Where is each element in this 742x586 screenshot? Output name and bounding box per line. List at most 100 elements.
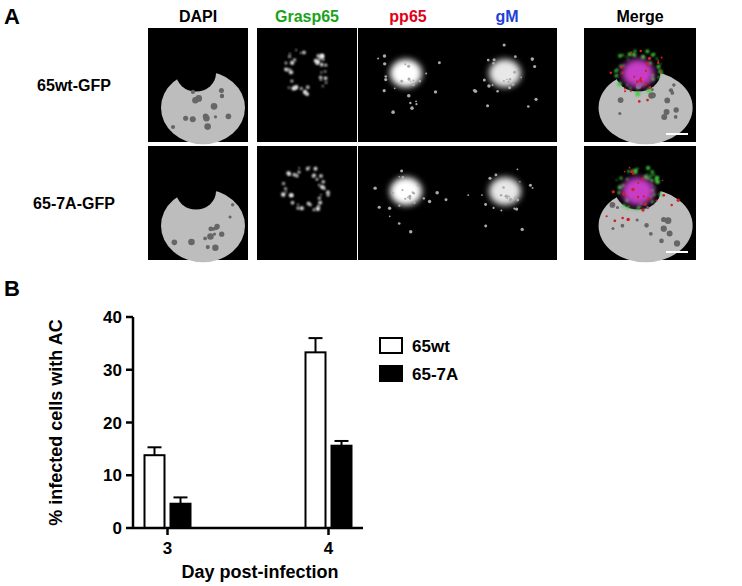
speckle — [496, 90, 499, 93]
x-tick-label: 4 — [324, 539, 334, 558]
golgi-dot — [618, 185, 622, 189]
golgi-dot — [300, 206, 304, 210]
golgi-dot — [297, 207, 300, 210]
golgi-dot — [618, 54, 622, 58]
speckle — [407, 94, 411, 98]
error-bar — [148, 447, 162, 455]
speckle — [655, 200, 657, 202]
speckle — [425, 73, 427, 75]
x-tick — [327, 528, 330, 535]
speckle — [643, 203, 646, 206]
channel-header: Merge — [616, 8, 663, 25]
speckle — [413, 202, 415, 204]
chromatin — [648, 92, 655, 99]
golgi-dot — [616, 179, 618, 181]
speckle — [481, 194, 483, 196]
chromatin — [229, 215, 232, 218]
golgi-dot — [649, 175, 652, 178]
speckle — [384, 75, 387, 78]
speckle — [622, 192, 625, 195]
nucleus-indent — [616, 55, 661, 91]
golgi-dot — [302, 51, 306, 55]
golgi-dot — [298, 171, 301, 174]
golgi-dot — [655, 176, 659, 180]
speckle — [613, 219, 616, 222]
golgi-dot — [646, 166, 650, 170]
golgi-dot — [626, 178, 629, 181]
chromatin — [664, 98, 670, 104]
y-tick — [126, 369, 133, 372]
golgi-dot — [295, 49, 297, 51]
chromatin — [208, 226, 213, 231]
assembly-compartment — [489, 177, 521, 205]
golgi-dot — [286, 171, 290, 175]
golgi-dot — [646, 49, 650, 53]
speckle — [620, 66, 623, 69]
golgi-dot — [291, 201, 294, 204]
golgi-dot — [615, 74, 619, 78]
speckle — [373, 186, 376, 189]
panel-label: A — [4, 4, 20, 29]
chromatin — [231, 203, 234, 206]
golgi-dot — [658, 76, 660, 78]
speckle — [445, 198, 448, 201]
speckle — [383, 89, 386, 92]
chromatin — [212, 245, 218, 251]
speckle — [383, 62, 386, 65]
x-tick — [166, 528, 169, 535]
golgi-dot — [307, 202, 310, 205]
speckle — [636, 80, 639, 83]
golgi-dot — [284, 68, 288, 72]
speckle — [624, 90, 626, 92]
speckle — [500, 194, 502, 196]
chromatin — [649, 232, 653, 236]
golgi-dot — [619, 177, 622, 180]
speckle — [487, 84, 491, 88]
speckle — [624, 88, 626, 90]
chromatin — [651, 93, 656, 98]
speckle — [428, 200, 431, 203]
speckle — [516, 199, 519, 202]
speckle — [629, 167, 631, 169]
speckle — [508, 195, 510, 197]
speckle — [408, 195, 411, 198]
golgi-dot — [653, 174, 655, 176]
golgi-dot — [289, 53, 291, 55]
speckle — [509, 198, 512, 201]
speckle — [514, 55, 517, 58]
golgi-dot — [636, 92, 640, 96]
speckle — [533, 65, 536, 68]
golgi-dot — [627, 59, 629, 61]
chromatin — [207, 233, 214, 240]
speckle — [384, 78, 387, 81]
tile-background — [257, 28, 357, 142]
row-label: 65wt-GFP — [37, 77, 111, 94]
speckle — [415, 100, 417, 102]
speckle — [638, 100, 641, 103]
speckle — [435, 191, 438, 194]
speckle — [661, 56, 663, 58]
speckle — [495, 174, 498, 177]
speckle — [631, 188, 634, 191]
speckle — [398, 222, 401, 225]
micrograph-tile — [257, 28, 357, 142]
bar — [145, 455, 165, 528]
speckle — [641, 208, 644, 211]
chromatin — [171, 125, 175, 129]
micrograph-tile — [584, 28, 696, 144]
y-tick-label: 0 — [113, 519, 122, 538]
golgi-dot — [629, 87, 631, 89]
speckle — [378, 206, 381, 209]
speckle — [409, 230, 412, 233]
golgi-dot — [288, 55, 291, 58]
tile-background — [358, 28, 458, 142]
golgi-dot — [321, 71, 323, 73]
nucleus-indent — [176, 173, 216, 209]
speckle — [407, 78, 410, 81]
speckle — [507, 81, 509, 83]
speckle — [398, 204, 400, 206]
golgi-dot — [320, 63, 324, 67]
speckle — [401, 176, 404, 179]
chromatin — [674, 240, 680, 246]
speckle — [503, 80, 505, 82]
